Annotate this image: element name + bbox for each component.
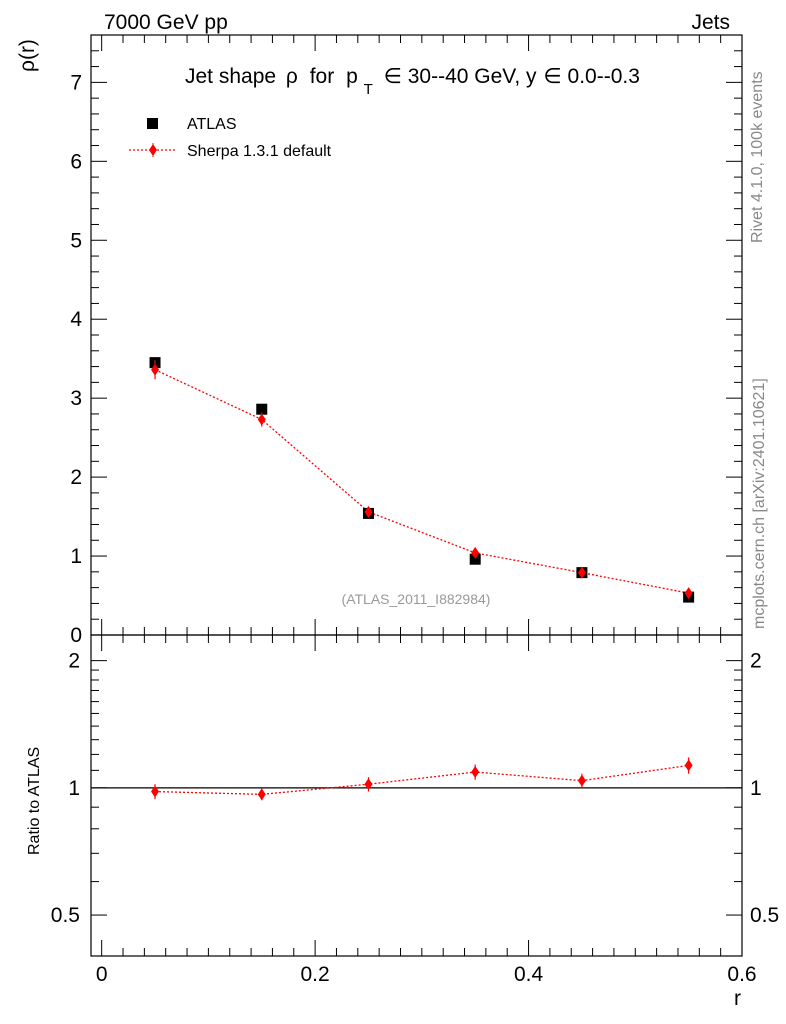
main-ytick-label: 0 bbox=[70, 624, 82, 647]
ratio-xtick-label: 0 bbox=[96, 963, 108, 986]
ratio-xtick-label: 0.2 bbox=[301, 963, 330, 986]
ratio-panel-frame bbox=[90, 634, 743, 957]
ratio-ytick-label-right: 1 bbox=[750, 777, 762, 800]
header-right: Jets bbox=[691, 11, 730, 34]
ratio-ytick-label-left: 2 bbox=[68, 650, 80, 673]
main-marks bbox=[149, 357, 695, 603]
ratio-xtick-label: 0.6 bbox=[727, 963, 756, 986]
atlas-point bbox=[469, 553, 481, 565]
title-for: for bbox=[310, 65, 335, 88]
legend: ATLAS Sherpa 1.3.1 default bbox=[129, 116, 332, 160]
ratio-point bbox=[151, 785, 160, 798]
mcplots-label: mcplots.cern.ch [arXiv:2401.10621] bbox=[751, 378, 768, 629]
main-ytick-label: 7 bbox=[70, 71, 82, 94]
ratio-marks bbox=[151, 757, 693, 801]
main-ytick-label: 6 bbox=[70, 150, 82, 173]
ratio-xtick-label: 0.4 bbox=[514, 963, 544, 986]
legend-sherpa-label: Sherpa 1.3.1 default bbox=[187, 143, 332, 160]
title-rho: ρ bbox=[286, 65, 298, 88]
legend-sherpa-marker bbox=[149, 144, 157, 156]
main-ytick-label: 2 bbox=[70, 466, 82, 489]
ratio-axes: 0 0.2 0.4 0.6 0.5 0.5 1 1 2 2 bbox=[51, 635, 779, 986]
ratio-point bbox=[577, 774, 586, 787]
sherpa-line bbox=[154, 369, 689, 594]
title-sub: T bbox=[364, 81, 373, 98]
title-p: p bbox=[346, 65, 358, 88]
legend-atlas-label: ATLAS bbox=[187, 116, 237, 133]
analysis-reference: (ATLAS_2011_I882984) bbox=[342, 591, 491, 607]
header-left: 7000 GeV pp bbox=[104, 11, 228, 34]
ratio-ytick-label-right: 2 bbox=[750, 650, 762, 673]
sherpa-point bbox=[364, 505, 373, 518]
main-ytick-label: 5 bbox=[70, 229, 82, 252]
ratio-ytick-label-left: 0.5 bbox=[51, 904, 80, 927]
atlas-point bbox=[256, 403, 268, 415]
ratio-point bbox=[684, 759, 693, 772]
sherpa-point bbox=[257, 413, 266, 426]
title-range: ∈ 30--40 GeV, y bbox=[384, 65, 537, 88]
ratio-ylabel: Ratio to ATLAS bbox=[26, 747, 43, 855]
ratio-point bbox=[257, 788, 266, 801]
title-prefix: Jet shape bbox=[185, 65, 276, 88]
legend-atlas-marker bbox=[147, 118, 158, 129]
sherpa-point bbox=[471, 546, 480, 559]
ratio-line bbox=[155, 764, 689, 796]
x-axis-label: r bbox=[734, 987, 741, 1010]
ratio-ytick-label-right: 0.5 bbox=[750, 904, 779, 927]
main-title: Jet shape ρ for p T ∈ 30--40 GeV, y ∈ 0.… bbox=[185, 65, 640, 99]
rivet-label: Rivet 4.1.0, 100k events bbox=[749, 71, 766, 243]
ratio-point bbox=[471, 766, 480, 779]
main-ytick-label: 1 bbox=[70, 545, 82, 568]
main-ylabel: ρ(r) bbox=[16, 39, 39, 72]
ratio-point bbox=[364, 778, 373, 791]
sherpa-point bbox=[151, 363, 160, 376]
main-axes: 0 1 2 3 4 5 6 7 bbox=[70, 34, 743, 647]
main-ytick-label: 4 bbox=[70, 308, 82, 331]
title-yrange: ∈ 0.0--0.3 bbox=[543, 65, 640, 88]
main-ytick-label: 3 bbox=[70, 387, 82, 410]
sherpa-point bbox=[684, 587, 693, 600]
ratio-ytick-label-left: 1 bbox=[68, 777, 80, 800]
sherpa-point bbox=[577, 566, 586, 579]
